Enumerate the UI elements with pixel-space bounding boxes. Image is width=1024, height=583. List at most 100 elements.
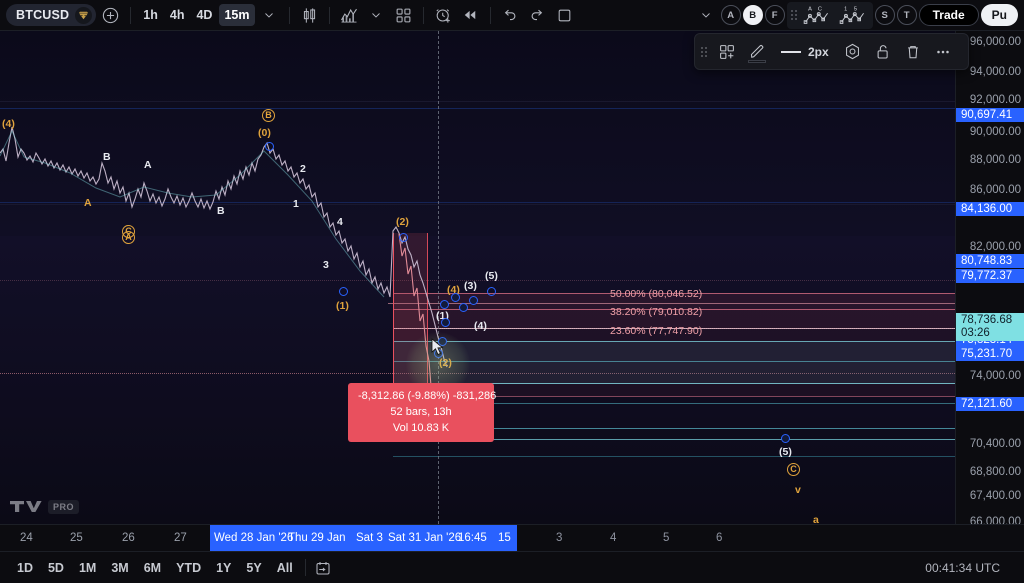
wave-node[interactable] (265, 142, 274, 151)
range-button-1d[interactable]: 1D (17, 560, 33, 575)
range-button-1m[interactable]: 1M (78, 560, 97, 575)
wave-label-1: (1) (336, 300, 349, 312)
wave-label-5: (5) (779, 446, 792, 458)
wave-node[interactable] (440, 300, 449, 309)
settings-hexagon-icon[interactable] (839, 38, 867, 66)
drag-grip-icon[interactable] (701, 46, 707, 57)
price-tick-label: 94,000.00 (969, 66, 1021, 78)
grid-line (0, 101, 955, 102)
wave-label-3: 3 (323, 259, 329, 271)
divider (422, 6, 424, 24)
mouse-cursor-icon (431, 338, 444, 356)
range-button-5d[interactable]: 5D (47, 560, 64, 575)
interval-button-4D[interactable]: 4D (196, 8, 213, 22)
wave-tools-group: A C 1 5 (786, 1, 873, 29)
range-button-1y[interactable]: 1Y (216, 560, 232, 575)
teal-ray (393, 341, 955, 342)
wave-label-2: (2) (439, 357, 452, 369)
chart-background-lower (0, 236, 955, 524)
wave-node[interactable] (451, 293, 460, 302)
floating-drawing-toolbar: 2px (694, 33, 969, 70)
time-tick-label: 4 (610, 532, 617, 544)
elliott-wave-12345-icon[interactable]: 1 5 (837, 3, 869, 28)
redo-arrow-icon[interactable] (525, 3, 550, 28)
range-button-ytd[interactable]: YTD (176, 560, 202, 575)
price-level-tag: 72,121.60 (956, 397, 1024, 411)
fib-level-label-2: 23.60% (77,747.90) (610, 325, 703, 337)
wave-node[interactable] (399, 233, 408, 242)
price-level-tag: 75,231.70 (956, 347, 1024, 361)
measurement-line-2: 52 bars, 13h (390, 406, 452, 418)
divider (288, 6, 290, 24)
layout-button-b[interactable]: B (742, 5, 763, 25)
grid-line (0, 204, 955, 205)
chevron-down-icon[interactable] (694, 3, 719, 28)
wave-node[interactable] (487, 287, 496, 296)
wave-label-a: a (813, 514, 819, 524)
theme-button[interactable]: T (896, 5, 917, 25)
drag-grip-icon[interactable] (790, 10, 797, 20)
range-button-6m[interactable]: 6M (143, 560, 162, 575)
symbol-search-button[interactable]: BTCUSD (6, 4, 97, 26)
layout-button-a[interactable]: A (720, 5, 741, 25)
wave-node[interactable] (441, 318, 450, 327)
undo-arrow-icon[interactable] (498, 3, 523, 28)
price-tick-label: 70,400.00 (969, 438, 1021, 450)
range-button-3m[interactable]: 3M (111, 560, 129, 575)
line-width-button[interactable]: 2px (773, 38, 837, 66)
color-swatch[interactable] (748, 59, 766, 63)
candlestick-icon[interactable] (297, 3, 322, 28)
diamond-badge-icon[interactable] (75, 6, 93, 24)
pencil-color-icon[interactable] (743, 38, 771, 66)
trash-icon[interactable] (899, 38, 927, 66)
price-tick-label: 96,000.00 (969, 36, 1021, 48)
add-template-icon[interactable] (713, 38, 741, 66)
fib-level-label-0: 50.00% (80,046.52) (610, 288, 703, 300)
snapshot-button[interactable]: S (874, 5, 895, 25)
interval-button-1h[interactable]: 1h (143, 8, 158, 22)
measurement-edge (427, 233, 428, 396)
utc-clock: 00:41:34 UTC (925, 560, 1000, 575)
alarm-clock-plus-icon[interactable] (431, 3, 456, 28)
elliott-wave-abc-icon[interactable]: A C (801, 3, 833, 28)
time-highlight-label: Thu 29 Jan (288, 532, 346, 544)
plus-circle-icon[interactable] (98, 3, 123, 28)
unlock-icon[interactable] (869, 38, 897, 66)
time-tick-label: 27 (174, 532, 187, 544)
wave-node[interactable] (781, 434, 790, 443)
chevron-down-icon[interactable] (257, 3, 282, 28)
divider (130, 6, 132, 24)
chevron-down-icon[interactable] (364, 3, 389, 28)
bar-countdown-timer: 03:26 (961, 327, 990, 339)
chart-canvas[interactable]: (4)BAABB(0)21CA43(1)(2)(4)(3)(5)(1)(4)(2… (0, 31, 955, 524)
more-options-icon[interactable] (929, 38, 957, 66)
square-outline-icon[interactable] (552, 3, 577, 28)
tradingview-watermark: PRO (10, 499, 80, 514)
wave-node[interactable] (339, 287, 348, 296)
fib-line-382 (393, 309, 955, 310)
rewind-replay-icon[interactable] (458, 3, 483, 28)
price-scale[interactable]: 96,000.00 94,000.00 92,000.00 90,000.00 88,0… (955, 31, 1024, 524)
indicators-icon[interactable] (337, 3, 362, 28)
time-range-highlight (210, 525, 517, 551)
measurement-rect[interactable] (393, 233, 427, 396)
trade-button[interactable]: Trade (918, 4, 979, 26)
wave-node[interactable] (469, 296, 478, 305)
range-button-5y[interactable]: 5Y (246, 560, 262, 575)
teal-ray (393, 439, 955, 440)
interval-button-4h[interactable]: 4h (169, 8, 185, 22)
layout-button-f[interactable]: F (764, 5, 785, 25)
publish-button[interactable]: Pu (980, 4, 1018, 26)
time-tick-label: 6 (716, 532, 723, 544)
wave-node[interactable] (459, 303, 468, 312)
wave-node[interactable] (438, 337, 447, 346)
grid-layout-icon[interactable] (391, 3, 416, 28)
time-tick-label: 5 (663, 532, 670, 544)
dotted-price-line (0, 280, 955, 281)
interval-button-active[interactable]: 15m (219, 4, 255, 26)
range-button-all[interactable]: All (276, 560, 293, 575)
pro-badge: PRO (48, 499, 80, 514)
time-scale[interactable]: 24 25 26 27 Wed 28 Jan '26 Thu 29 Jan Sat 3 Sa… (0, 524, 1024, 551)
date-range-icon[interactable] (311, 555, 336, 580)
price-level-line (0, 202, 955, 203)
